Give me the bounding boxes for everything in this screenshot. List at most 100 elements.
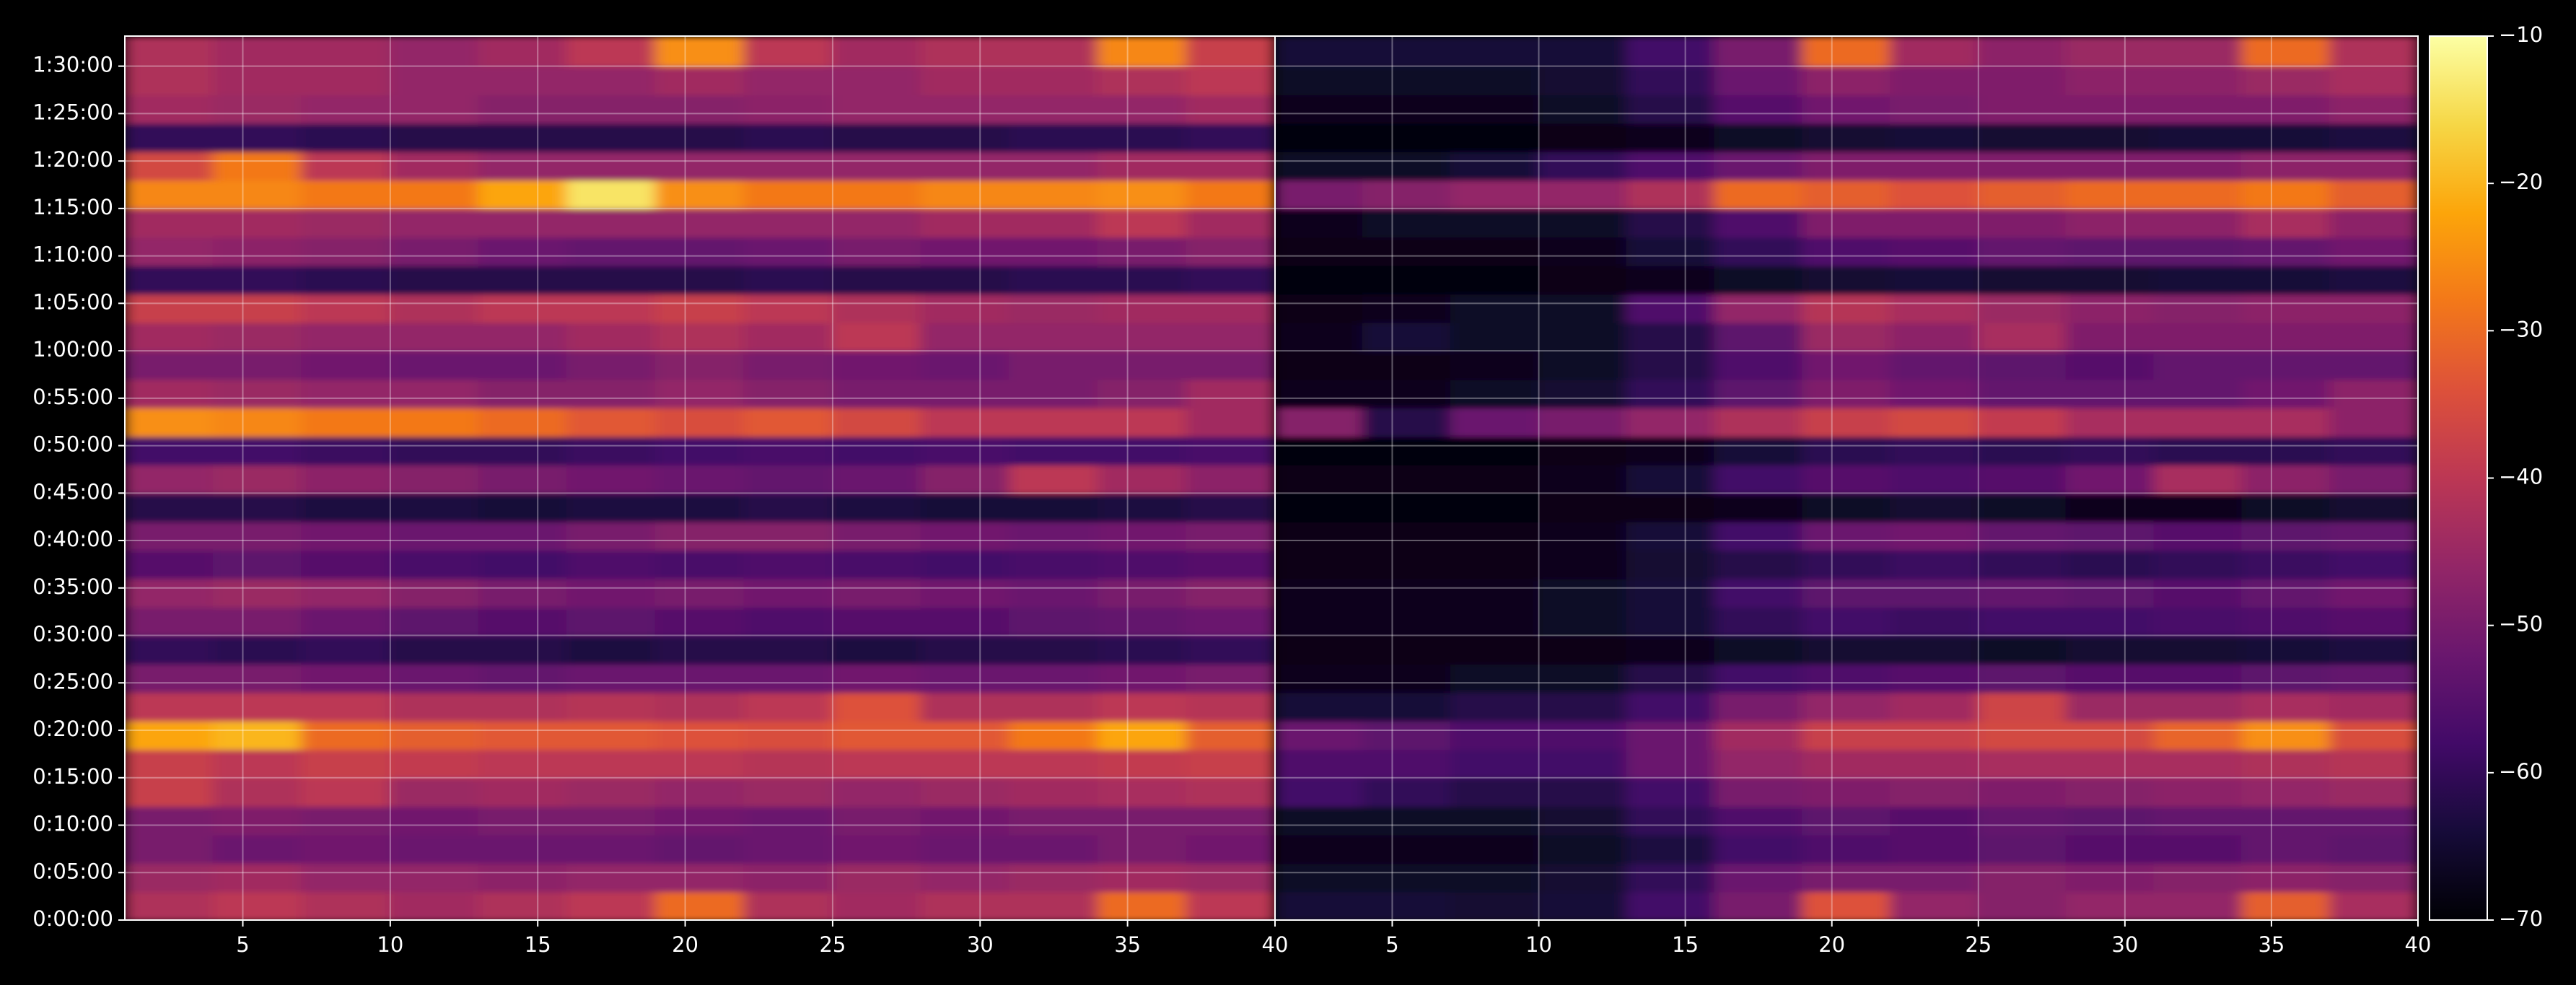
heatmap-cell: [654, 65, 745, 96]
heatmap-cell: [566, 833, 657, 864]
heatmap-cell: [1889, 207, 1979, 238]
heatmap-cell: [2329, 150, 2418, 181]
heatmap-cell: [125, 65, 214, 96]
heatmap-cell: [1362, 691, 1452, 722]
heatmap-cell: [743, 719, 833, 750]
heatmap-cell: [389, 406, 480, 437]
heatmap-cell: [2329, 492, 2418, 522]
heatmap-cell: [1977, 179, 2067, 209]
heatmap-cell: [301, 37, 391, 67]
heatmap-cell: [1626, 207, 1716, 238]
heatmap-cell: [2329, 606, 2418, 636]
heatmap-cell: [654, 776, 745, 807]
heatmap-cell: [1802, 862, 1891, 893]
heatmap-cell: [301, 691, 391, 722]
heatmap-cell: [1889, 150, 1979, 181]
heatmap-cell: [1275, 890, 1364, 920]
heatmap-cell: [1538, 236, 1628, 266]
heatmap-cell: [1362, 207, 1452, 238]
heatmap-cell: [1450, 833, 1540, 864]
heatmap-cell: [1977, 890, 2067, 920]
heatmap-cell: [566, 150, 657, 181]
heatmap-cell: [1538, 378, 1628, 408]
heatmap-cell: [1275, 207, 1364, 238]
heatmap-cell: [1097, 520, 1188, 551]
heatmap-cell: [743, 606, 833, 636]
heatmap-cells: [1275, 37, 2418, 920]
heatmap-cell: [212, 776, 303, 807]
heatmap-cell: [1186, 350, 1275, 380]
heatmap-cell: [2153, 65, 2243, 96]
heatmap-cell: [2065, 549, 2155, 579]
heatmap-cell: [1186, 378, 1275, 408]
heatmap-cell: [301, 378, 391, 408]
y-tick-label: 0:15:00: [32, 764, 113, 789]
heatmap-cell: [1362, 606, 1452, 636]
heatmap-cell: [1009, 634, 1099, 665]
heatmap-cell: [743, 378, 833, 408]
heatmap-cell: [2329, 435, 2418, 465]
heatmap-cell: [1450, 634, 1540, 665]
heatmap-cell: [478, 492, 569, 522]
heatmap-cell: [478, 264, 569, 295]
heatmap-cell: [1450, 179, 1540, 209]
heatmap-cell: [2065, 634, 2155, 665]
heatmap-cell: [1626, 65, 1716, 96]
heatmap-cell: [1977, 350, 2067, 380]
heatmap-cell: [1097, 94, 1188, 124]
heatmap-cell: [743, 179, 833, 209]
heatmap-cell: [2241, 805, 2331, 836]
heatmap-cell: [2153, 606, 2243, 636]
heatmap-cell: [1097, 862, 1188, 893]
heatmap-cell: [212, 805, 303, 836]
heatmap-cell: [831, 65, 922, 96]
heatmap-cell: [2065, 435, 2155, 465]
heatmap-cell: [1714, 805, 1804, 836]
heatmap-cell: [1626, 236, 1716, 266]
heatmap-cell: [2329, 406, 2418, 437]
heatmap-cell: [2065, 577, 2155, 608]
heatmap-cell: [389, 435, 480, 465]
heatmap-cell: [1186, 634, 1275, 665]
heatmap-cell: [1802, 207, 1891, 238]
y-tick-label: 0:20:00: [32, 717, 113, 741]
heatmap-cell: [654, 293, 745, 323]
heatmap-cell: [1275, 862, 1364, 893]
heatmap-cell: [1889, 748, 1979, 779]
heatmap-cell: [1626, 122, 1716, 152]
heatmap-cell: [212, 463, 303, 494]
heatmap-cell: [125, 463, 214, 494]
heatmap-cell: [654, 236, 745, 266]
heatmap-cell: [1889, 776, 1979, 807]
heatmap-cell: [212, 65, 303, 96]
heatmap-cell: [1538, 435, 1628, 465]
heatmap-cell: [566, 293, 657, 323]
y-tick-label: 0:35:00: [32, 574, 113, 599]
heatmap-cell: [1714, 634, 1804, 665]
heatmap-cell: [920, 350, 1011, 380]
heatmap-cell: [1977, 150, 2067, 181]
heatmap-cell: [654, 406, 745, 437]
heatmap-cell: [301, 350, 391, 380]
heatmap-cell: [1450, 577, 1540, 608]
heatmap-cell: [478, 435, 569, 465]
heatmap-cell: [566, 691, 657, 722]
heatmap-cell: [1009, 862, 1099, 893]
x-tick-label: 20: [672, 932, 698, 957]
heatmap-cell: [743, 37, 833, 67]
heatmap-cell: [1275, 264, 1364, 295]
heatmap-cell: [1275, 150, 1364, 181]
heatmap-cell: [831, 719, 922, 750]
heatmap-cell: [1802, 719, 1891, 750]
heatmap-cell: [478, 890, 569, 920]
heatmap-cell: [1275, 378, 1364, 408]
heatmap-cell: [1275, 463, 1364, 494]
heatmap-cell: [920, 179, 1011, 209]
heatmap-cell: [654, 748, 745, 779]
heatmap-cell: [831, 890, 922, 920]
heatmap-cell: [1977, 406, 2067, 437]
heatmap-cell: [1538, 150, 1628, 181]
heatmap-cell: [1802, 122, 1891, 152]
